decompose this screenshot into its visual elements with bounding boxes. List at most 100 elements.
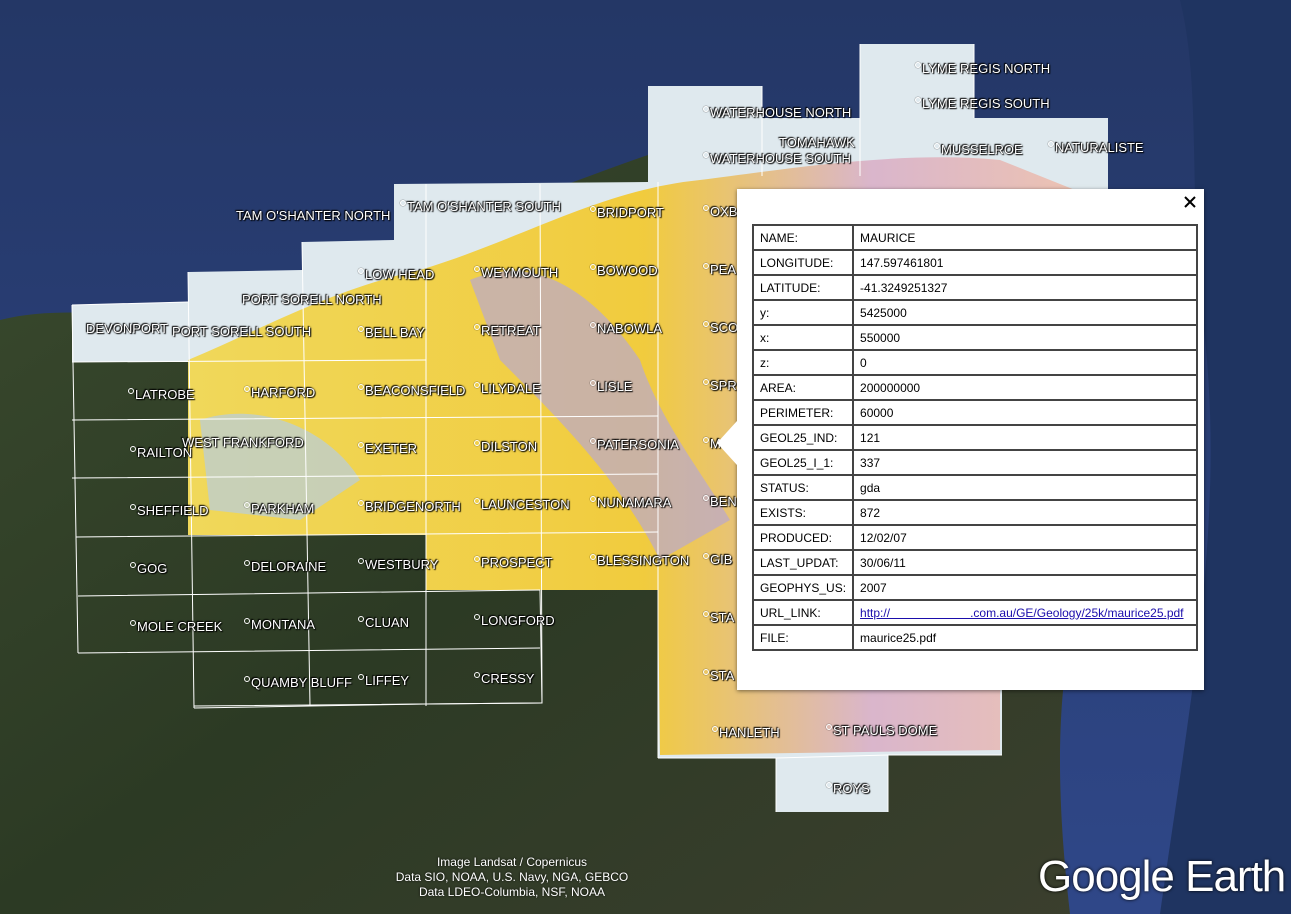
label-pin [474, 556, 480, 562]
map-label[interactable]: LISLE [590, 380, 632, 394]
map-label[interactable]: NABOWLA [590, 322, 662, 336]
label-pin [1048, 141, 1054, 147]
map-label[interactable]: PEA [703, 263, 736, 277]
field-value: 147.597461801 [852, 249, 1198, 276]
table-row: GEOL25_IND: 121 [751, 424, 1198, 451]
field-value: 337 [852, 449, 1198, 476]
label-text: CRESSY [481, 671, 535, 686]
label-text: BOWOOD [597, 263, 658, 278]
map-label[interactable]: TAM O'SHANTER NORTH [236, 209, 390, 223]
field-value: 872 [852, 499, 1198, 526]
field-name: GEOL25_I_1: [751, 449, 855, 476]
attribution-line: Image Landsat / Copernicus [436, 855, 588, 869]
map-label[interactable]: PROSPECT [474, 556, 553, 570]
map-label[interactable]: LONGFORD [474, 614, 555, 628]
map-label[interactable]: ST PAULS DOME [826, 724, 937, 738]
map-label[interactable]: BOWOOD [590, 264, 658, 278]
map-label[interactable]: BLESSINGTON [590, 554, 689, 568]
map-label[interactable]: HANLETH [712, 726, 780, 740]
table-row: AREA: 200000000 [751, 374, 1198, 401]
map-label[interactable]: ROYS [826, 782, 870, 796]
map-label[interactable]: RETREAT [474, 324, 541, 338]
map-label[interactable]: PARKHAM [244, 502, 314, 516]
map-label[interactable]: GOG [130, 562, 167, 576]
label-text: LILYDALE [481, 381, 541, 396]
map-label[interactable]: SPR [703, 379, 737, 393]
map-label[interactable]: NATURALISTE [1048, 141, 1144, 155]
map-label[interactable]: STA [703, 669, 734, 683]
map-label[interactable]: LILYDALE [474, 382, 541, 396]
map-label[interactable]: DILSTON [474, 440, 537, 454]
map-label[interactable]: QUAMBY BLUFF [244, 676, 352, 690]
label-pin [826, 724, 832, 730]
field-name: EXISTS: [751, 499, 855, 526]
label-text: LATROBE [135, 387, 195, 402]
table-row: y: 5425000 [751, 299, 1198, 326]
field-name: z: [751, 349, 855, 376]
map-label[interactable]: MONTANA [244, 618, 315, 632]
label-pin [590, 496, 596, 502]
map-label[interactable]: GIB [703, 553, 732, 567]
map-label[interactable]: STA [703, 611, 734, 625]
map-label[interactable]: CRESSY [474, 672, 534, 686]
url-link[interactable]: http:// .com.au/GE/Geology/25k/maurice25… [860, 605, 1184, 620]
label-text: ROYS [833, 781, 870, 796]
map-label[interactable]: CLUAN [358, 616, 409, 630]
field-value: 5425000 [852, 299, 1198, 326]
label-text: TOMAHAWK [779, 135, 855, 150]
map-label[interactable]: OXB [703, 205, 737, 219]
map-label[interactable]: BEN [703, 495, 737, 509]
map-label[interactable]: DEVONPORT [86, 322, 168, 336]
label-text: ST PAULS DOME [833, 723, 938, 738]
label-pin [703, 321, 709, 327]
map-label[interactable]: PORT SORELL NORTH [242, 293, 382, 307]
map-label[interactable]: M [703, 437, 721, 451]
map-label[interactable]: WEST FRANKFORD [182, 436, 304, 450]
map-label[interactable]: MUSSELROE [934, 143, 1023, 157]
label-text: NUNAMARA [597, 495, 672, 510]
map-label[interactable]: PATERSONIA [590, 438, 679, 452]
map-label[interactable]: SHEFFIELD [130, 504, 209, 518]
label-pin [590, 438, 596, 444]
map-label[interactable]: BRIDGENORTH [358, 500, 461, 514]
map-label[interactable]: LATROBE [128, 388, 195, 402]
label-pin [358, 268, 364, 274]
map-label[interactable]: LIFFEY [358, 674, 409, 688]
map-label[interactable]: WEYMOUTH [474, 266, 558, 280]
field-value: 30/06/11 [852, 549, 1198, 576]
label-pin [712, 726, 718, 732]
label-pin [358, 616, 364, 622]
label-pin [590, 554, 596, 560]
label-text: HANLETH [719, 725, 780, 740]
label-pin [703, 152, 709, 158]
map-label[interactable]: LYME REGIS SOUTH [915, 97, 1050, 111]
label-text: WESTBURY [365, 557, 439, 572]
map-label[interactable]: SCO [703, 321, 738, 335]
map-label[interactable]: NUNAMARA [590, 496, 671, 510]
label-text: BEACONSFIELD [365, 383, 466, 398]
map-label[interactable]: HARFORD [244, 386, 315, 400]
map-label[interactable]: MOLE CREEK [130, 620, 222, 634]
label-text: CLUAN [365, 615, 410, 630]
map-label[interactable]: WATERHOUSE SOUTH [703, 152, 851, 166]
map-label[interactable]: BEACONSFIELD [358, 384, 465, 398]
label-pin [474, 498, 480, 504]
map-label[interactable]: PORT SORELL SOUTH [172, 325, 311, 339]
map-label[interactable]: LOW HEAD [358, 268, 434, 282]
map-label[interactable]: LAUNCESTON [474, 498, 570, 512]
map-label[interactable]: BELL BAY [358, 326, 425, 340]
map-label[interactable]: WESTBURY [358, 558, 438, 572]
map-label[interactable]: TAM O'SHANTER SOUTH [400, 200, 561, 214]
table-row: FILE: maurice25.pdf [751, 624, 1198, 651]
map-label[interactable]: RAILTON [130, 446, 192, 460]
field-name: PERIMETER: [751, 399, 855, 426]
map-label[interactable]: DELORAINE [244, 560, 326, 574]
map-label[interactable]: EXETER [358, 442, 417, 456]
close-button[interactable] [1182, 194, 1198, 210]
label-text: SCO [710, 320, 739, 335]
map-label[interactable]: TOMAHAWK [779, 136, 855, 150]
map-label[interactable]: LYME REGIS NORTH [915, 62, 1050, 76]
map-label[interactable]: WATERHOUSE NORTH [703, 106, 851, 120]
map-label[interactable]: BRIDPORT [590, 206, 664, 220]
label-text: SPR [710, 378, 737, 393]
